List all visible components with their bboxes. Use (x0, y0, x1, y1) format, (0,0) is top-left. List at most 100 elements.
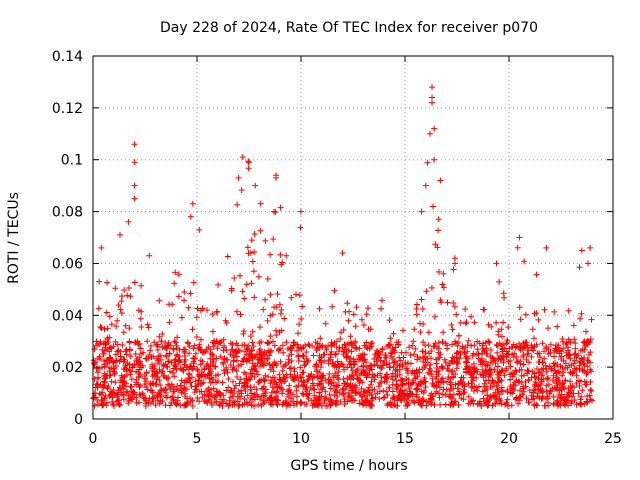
data-point (106, 348, 113, 355)
data-point (380, 387, 387, 394)
data-point (234, 353, 241, 360)
data-point (314, 345, 321, 352)
data-point (267, 394, 274, 401)
data-point (573, 354, 580, 361)
data-point (429, 94, 435, 101)
data-point (202, 348, 209, 355)
data-point (422, 182, 429, 189)
data-point (106, 334, 113, 341)
data-point (563, 341, 570, 348)
data-point (417, 329, 424, 335)
data-point (545, 346, 552, 353)
data-point (391, 358, 398, 365)
data-point (171, 338, 178, 345)
data-point (267, 291, 274, 298)
data-point (348, 348, 355, 355)
data-point (327, 385, 334, 392)
data-point (355, 366, 361, 373)
data-point (264, 275, 271, 282)
data-point (316, 305, 323, 312)
data-point (126, 285, 132, 291)
data-point (285, 359, 292, 366)
data-point (403, 380, 410, 387)
data-point (507, 383, 514, 390)
data-point (117, 231, 123, 238)
data-point (468, 380, 475, 387)
data-point (135, 399, 142, 406)
data-point (469, 352, 476, 359)
data-point (572, 340, 579, 347)
data-point (296, 292, 303, 299)
data-point (484, 362, 491, 369)
data-point (119, 382, 126, 389)
data-point (569, 383, 576, 389)
data-point (300, 369, 307, 376)
data-point (368, 341, 374, 347)
data-point (113, 398, 120, 405)
data-point (198, 388, 205, 395)
data-point (333, 389, 340, 396)
data-point (565, 389, 572, 396)
data-point (101, 326, 108, 333)
data-point (323, 346, 330, 353)
data-point (128, 383, 135, 390)
data-point (244, 345, 251, 352)
data-point (445, 362, 452, 369)
data-point (389, 370, 396, 377)
data-point (394, 366, 400, 373)
data-point (166, 319, 173, 326)
y-tick-label: 0.1 (61, 153, 83, 169)
data-point (107, 392, 114, 399)
data-point (379, 345, 386, 352)
data-point (228, 389, 234, 396)
data-point (98, 244, 105, 251)
data-point (447, 381, 454, 388)
data-point (487, 369, 494, 376)
data-point (160, 361, 167, 368)
data-point (541, 306, 548, 313)
data-point (178, 314, 185, 321)
data-point (507, 371, 514, 378)
data-point (269, 397, 275, 404)
data-point (503, 400, 510, 407)
data-point (538, 366, 545, 373)
data-point (489, 383, 496, 390)
data-point (507, 376, 514, 383)
data-point (447, 401, 454, 408)
data-point (327, 354, 334, 361)
data-point (587, 244, 594, 251)
data-point (496, 395, 503, 402)
data-point (320, 384, 327, 391)
data-point (453, 350, 460, 357)
data-point (436, 268, 442, 275)
data-point (440, 329, 447, 336)
data-point (433, 373, 440, 380)
data-point (551, 308, 558, 315)
data-point (476, 383, 482, 390)
data-point (409, 380, 416, 387)
data-point (300, 353, 307, 360)
data-point (420, 358, 427, 365)
data-point (487, 393, 494, 400)
data-point (419, 348, 426, 355)
data-point (436, 384, 443, 391)
data-point (382, 352, 389, 359)
data-point (428, 401, 435, 408)
data-point (480, 306, 487, 313)
data-point (249, 396, 256, 403)
data-point (100, 350, 107, 357)
data-point (190, 355, 197, 362)
data-point (192, 350, 199, 357)
data-point (525, 377, 532, 384)
x-tick-label: 5 (193, 431, 202, 447)
data-point (430, 203, 436, 210)
data-point (432, 390, 439, 397)
data-point (365, 387, 371, 394)
data-point (360, 401, 367, 408)
data-point (171, 280, 178, 287)
data-point (131, 195, 138, 202)
data-point (528, 342, 535, 349)
data-point (273, 360, 279, 367)
data-point (213, 398, 220, 405)
data-point (442, 391, 449, 398)
